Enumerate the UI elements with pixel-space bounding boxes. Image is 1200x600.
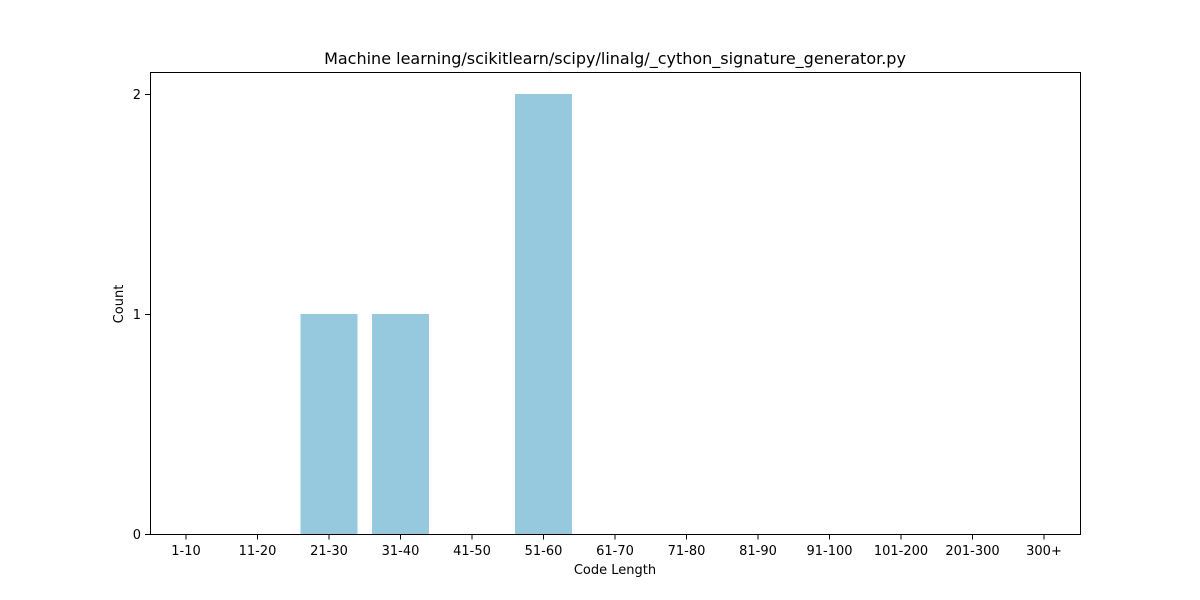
x-tick-label: 101-200 <box>874 544 928 559</box>
x-tick-label: 51-60 <box>525 544 563 559</box>
x-axis-label: Code Length <box>574 563 656 578</box>
y-axis-label: Count <box>112 285 127 324</box>
x-tick-label: 81-90 <box>739 544 777 559</box>
y-tick-label: 2 <box>133 88 141 103</box>
chart-title: Machine learning/scikitlearn/scipy/linal… <box>324 49 906 69</box>
x-axis-ticks: 1-10 11-20 21-30 31-40 41-50 51-60 61-70 71-80 8… <box>171 534 1062 559</box>
x-tick-label: 31-40 <box>382 544 420 559</box>
bar-31-40 <box>372 314 429 534</box>
x-tick-label: 61-70 <box>596 544 634 559</box>
plot-frame <box>150 72 1081 535</box>
bar-21-30 <box>300 314 358 534</box>
y-axis-ticks: 0 1 2 <box>133 88 150 543</box>
bar-51-60 <box>515 94 572 534</box>
x-tick-label: 11-20 <box>239 544 277 559</box>
y-tick-label: 1 <box>133 308 141 323</box>
x-tick-label: 300+ <box>1026 544 1062 559</box>
x-tick-label: 21-30 <box>310 544 348 559</box>
x-tick-label: 201-300 <box>945 544 999 559</box>
bars-layer <box>300 94 572 534</box>
x-tick-label: 41-50 <box>453 544 491 559</box>
x-tick-label: 91-100 <box>806 544 852 559</box>
x-tick-label: 1-10 <box>171 544 201 559</box>
x-tick-label: 71-80 <box>668 544 706 559</box>
y-tick-label: 0 <box>133 528 141 543</box>
